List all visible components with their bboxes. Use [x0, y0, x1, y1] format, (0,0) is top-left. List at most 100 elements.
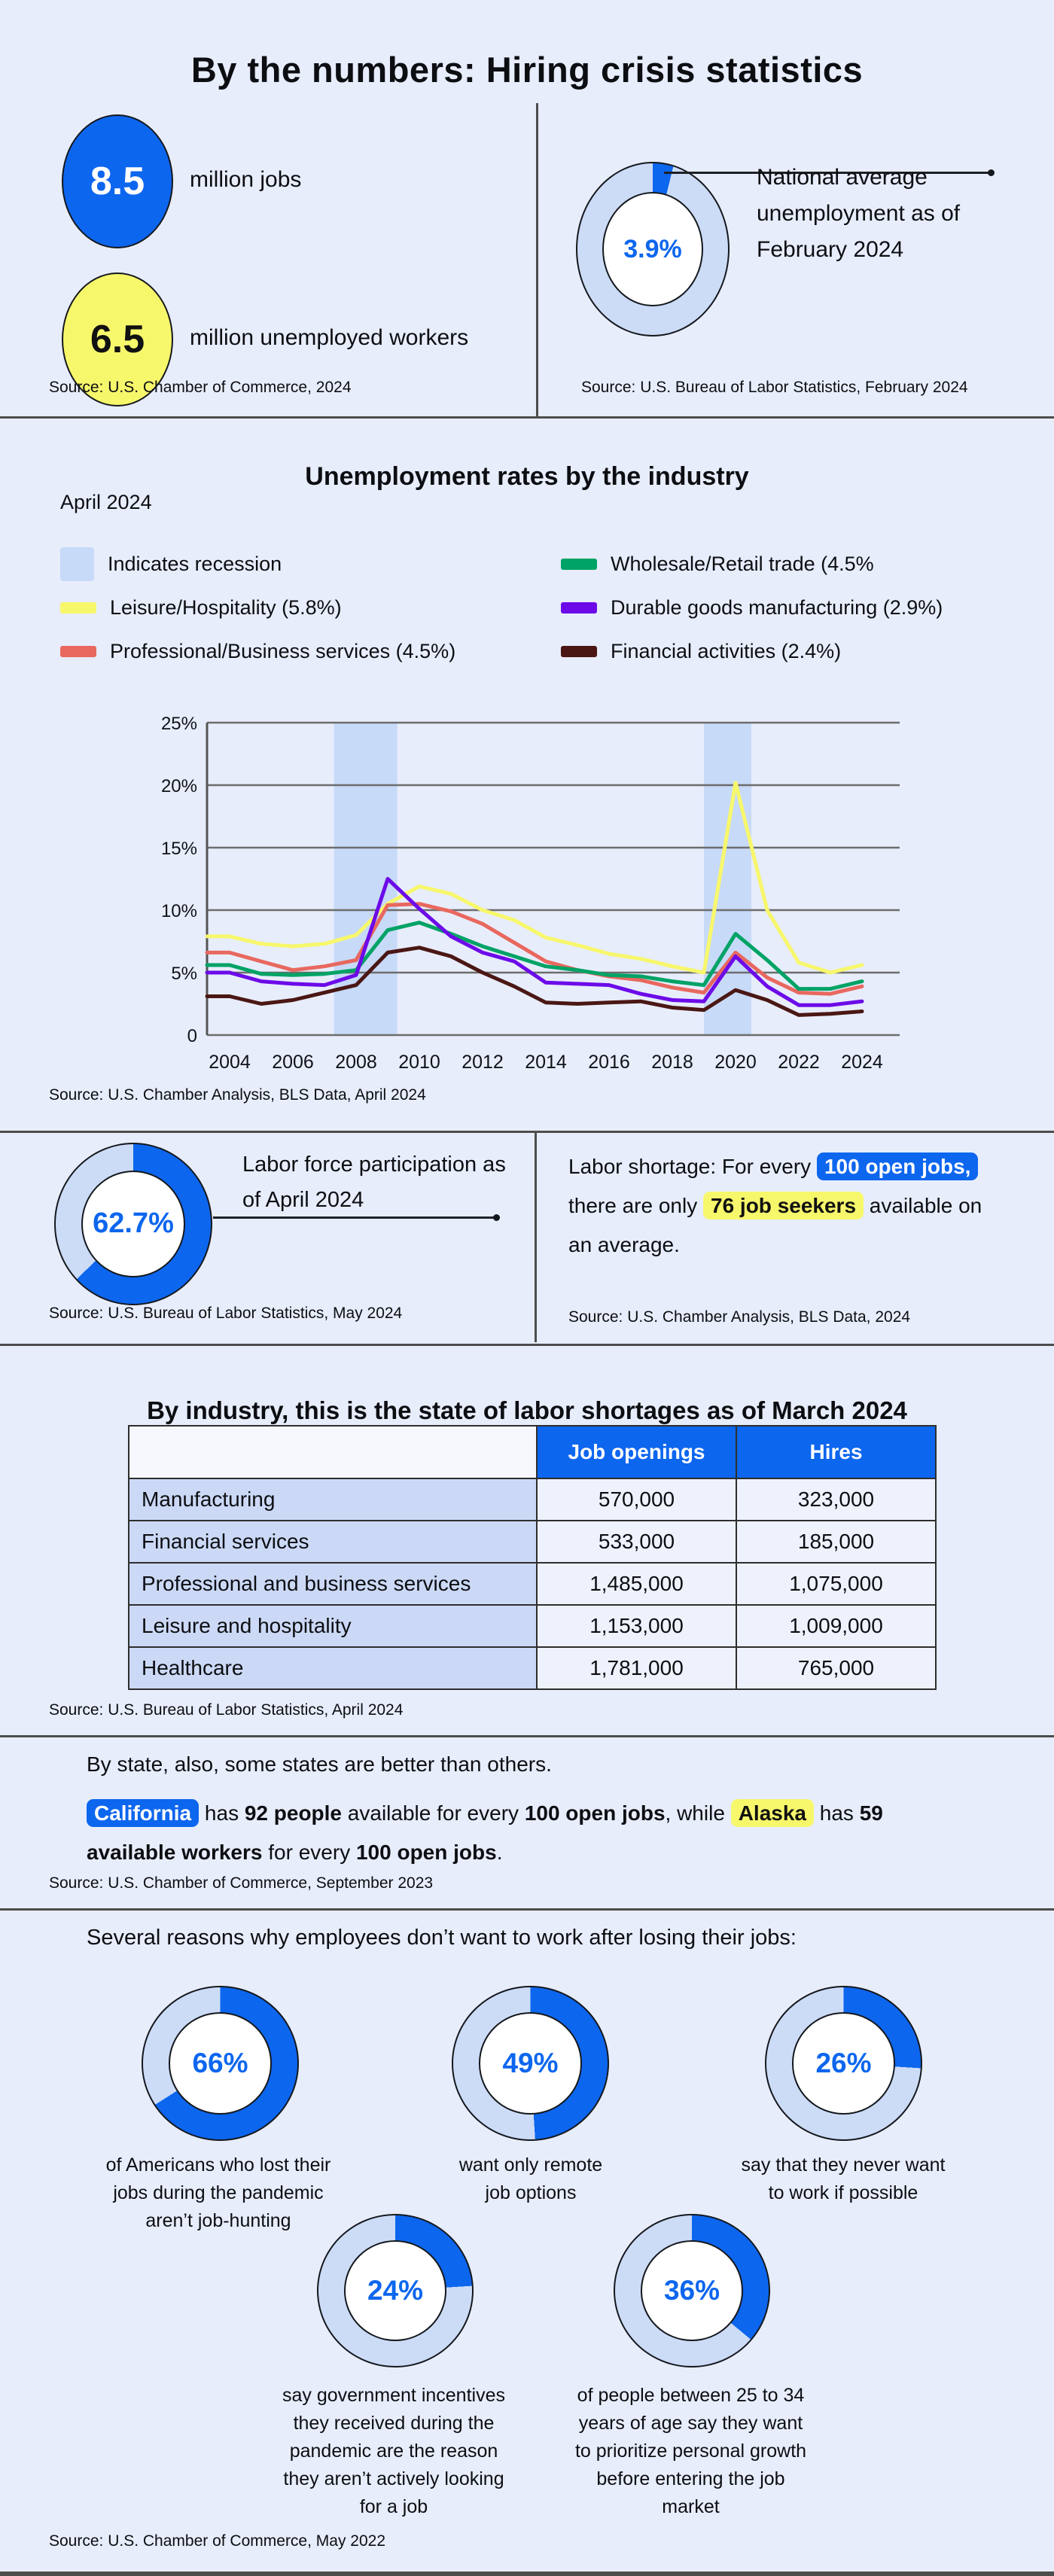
text-segment: there are only — [568, 1194, 703, 1217]
jobs-stat-circle: 8.5 — [62, 114, 173, 248]
unemployed-stat-circle: 6.5 — [62, 273, 173, 406]
jobs-stat-label: million jobs — [190, 167, 302, 192]
chart-subtitle: April 2024 — [60, 491, 152, 513]
table-corner-cell — [128, 1425, 538, 1479]
professional-swatch — [60, 645, 96, 657]
table-row: Professional and business services 1,485… — [128, 1562, 937, 1606]
leisure-swatch — [60, 601, 96, 614]
reason-caption-24: say government incentives they received … — [282, 2385, 505, 2517]
legend-label: Leisure/Hospitality (5.8%) — [110, 595, 342, 619]
state-comparison-text: California has 92 people available for e… — [87, 1794, 915, 1872]
highlight-b: 92 people — [244, 1801, 343, 1825]
unemployed-stat-value: 6.5 — [90, 318, 145, 361]
reason-donut-66: 66% — [142, 1986, 299, 2141]
source-chamber-2024: Source: U.S. Chamber of Commerce, 2024 — [49, 379, 352, 396]
source-chamber-analysis-2024: Source: U.S. Chamber Analysis, BLS Data,… — [568, 1308, 911, 1326]
source-chamber-may-2022: Source: U.S. Chamber of Commerce, May 20… — [49, 2532, 386, 2550]
x-axis-tick-label: 2022 — [778, 1052, 820, 1073]
highlight-chip-yellow: Alaska — [730, 1799, 814, 1827]
donut-hole: 62.7% — [81, 1171, 185, 1277]
state-intro-text: By state, also, some states are better t… — [87, 1752, 552, 1776]
row-label: Financial services — [128, 1520, 538, 1564]
section-divider-4 — [0, 1735, 1054, 1737]
text-segment: for every — [262, 1841, 356, 1864]
y-axis-tick-label: 0 — [187, 1026, 197, 1046]
reason-caption-26: say that they never want to work if poss… — [741, 2154, 946, 2203]
reason-percent: 66% — [192, 2047, 248, 2078]
durable-swatch — [561, 601, 597, 614]
highlight-b: 59 available workers — [87, 1801, 883, 1864]
legend-label: Durable goods manufacturing (2.9%) — [611, 595, 943, 619]
section-divider-1 — [0, 416, 1054, 419]
legend-label: Indicates recession — [108, 552, 282, 575]
vertical-divider-middle — [535, 1133, 537, 1342]
labor-shortage-table: Job openings Hires Manufacturing 570,000… — [128, 1425, 937, 1690]
bottom-border — [0, 2571, 1054, 2576]
job-openings-value: 570,000 — [536, 1478, 737, 1521]
y-axis-tick-label: 15% — [161, 839, 197, 859]
x-axis-tick-label: 2018 — [651, 1052, 693, 1073]
reason-caption-49: want only remote job options — [458, 2154, 603, 2203]
participation-percent: 62.7% — [93, 1207, 174, 1240]
reason-donut-49: 49% — [452, 1986, 609, 2141]
series-line — [205, 781, 864, 975]
text-segment: available for every — [342, 1801, 525, 1825]
reason-percent: 49% — [502, 2047, 559, 2078]
table-header-row: Job openings Hires — [128, 1425, 937, 1479]
job-openings-value: 1,781,000 — [536, 1646, 737, 1690]
recession-swatch — [60, 547, 94, 581]
reason-donut-24: 24% — [317, 2214, 474, 2367]
y-axis-tick-label: 20% — [161, 776, 197, 796]
callout-line — [664, 169, 995, 176]
legend-label: Wholesale/Retail trade (4.5% — [611, 552, 874, 575]
table-row: Healthcare 1,781,000 765,000 — [128, 1646, 937, 1690]
chart-legend-column-1: Indicates recession Leisure/Hospitality … — [60, 542, 455, 673]
participation-donut: 62.7% — [54, 1143, 212, 1305]
table-row: Manufacturing 570,000 323,000 — [128, 1478, 937, 1521]
legend-item-durable: Durable goods manufacturing (2.9%) — [561, 586, 943, 629]
row-label: Leisure and hospitality — [128, 1604, 538, 1648]
highlight-chip-yellow: 76 job seekers — [703, 1192, 864, 1219]
participation-label: Labor force participation as of April 20… — [242, 1153, 506, 1212]
row-label: Manufacturing — [128, 1478, 538, 1521]
legend-item-financial: Financial activities (2.4%) — [561, 629, 943, 673]
text-segment: available on an average. — [568, 1194, 982, 1256]
hires-value: 185,000 — [736, 1520, 937, 1564]
highlight-b: 100 open jobs — [524, 1801, 666, 1825]
industry-line-chart: 0 5% 10% 15% 20% 25% 2004 2006 2008 2010 2012 2014 2… — [161, 714, 900, 1073]
table-row: Financial services 533,000 185,000 — [128, 1520, 937, 1564]
legend-label: Financial activities (2.4%) — [611, 639, 842, 662]
source-bls-apr-2024: Source: U.S. Bureau of Labor Statistics,… — [49, 1701, 404, 1719]
x-axis-tick-label: 2016 — [588, 1052, 630, 1073]
x-axis-tick-label: 2008 — [335, 1052, 377, 1073]
donut-hole: 26% — [791, 2012, 896, 2115]
unemployed-stat-label: million unemployed workers — [190, 325, 469, 350]
national-unemployment-percent: 3.9% — [623, 234, 682, 263]
reason-caption-36: of people between 25 to 34 years of age … — [574, 2385, 807, 2517]
job-openings-value: 1,153,000 — [536, 1604, 737, 1648]
table-heading: By industry, this is the state of labor … — [147, 1396, 907, 1425]
reason-caption-66: of Americans who lost their jobs during … — [105, 2154, 331, 2231]
donut-hole: 3.9% — [602, 191, 703, 307]
vertical-divider-top — [536, 103, 538, 416]
page-title: By the numbers: Hiring crisis statistics — [190, 50, 864, 90]
column-header-hires: Hires — [736, 1425, 937, 1479]
series-line — [205, 902, 864, 996]
hires-value: 323,000 — [736, 1478, 937, 1521]
section-divider-3 — [0, 1344, 1054, 1346]
x-axis-tick-label: 2004 — [209, 1052, 251, 1073]
x-axis-tick-label: 2020 — [714, 1052, 757, 1073]
text-segment: , while — [665, 1801, 731, 1825]
reason-donut-36: 36% — [614, 2214, 770, 2367]
x-axis-tick-label: 2012 — [462, 1052, 504, 1073]
donut-hole: 36% — [640, 2240, 744, 2341]
row-label: Healthcare — [128, 1646, 538, 1690]
legend-item-wholesale: Wholesale/Retail trade (4.5% — [561, 542, 943, 586]
source-chamber-analysis-apr-2024: Source: U.S. Chamber Analysis, BLS Data,… — [49, 1086, 426, 1104]
source-chamber-sep-2023: Source: U.S. Chamber of Commerce, Septem… — [49, 1874, 434, 1892]
financial-swatch — [561, 645, 597, 657]
highlight-chip-blue: 100 open jobs, — [816, 1153, 979, 1180]
column-header-job-openings: Job openings — [536, 1425, 737, 1479]
hires-value: 765,000 — [736, 1646, 937, 1690]
